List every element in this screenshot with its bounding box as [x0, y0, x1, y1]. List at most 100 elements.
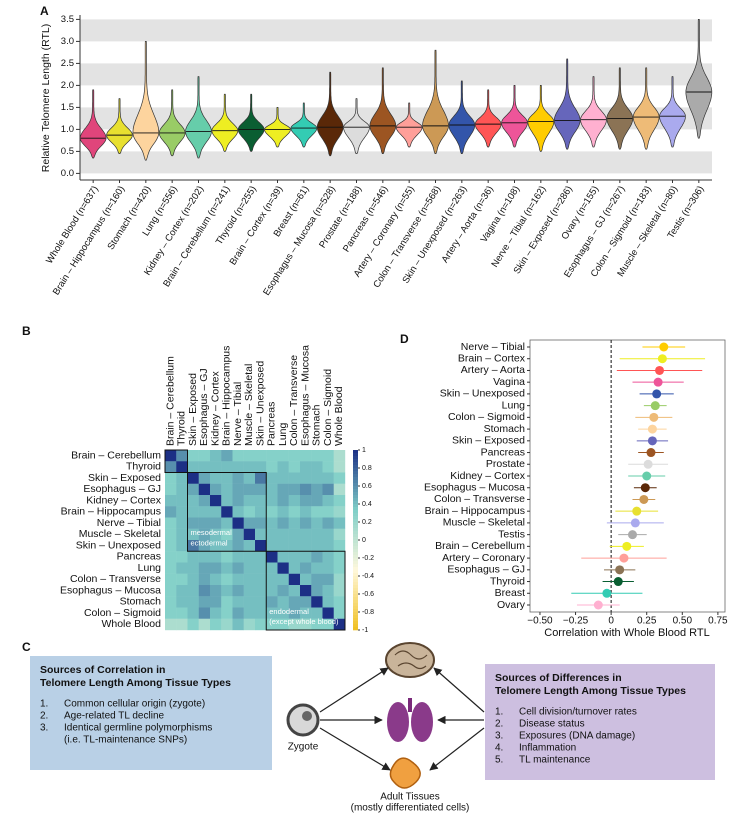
colorbar-step [353, 624, 358, 628]
y-tick-label: 1.0 [61, 124, 74, 135]
row-label: Skin – Exposed [88, 472, 161, 484]
heat-cell [288, 517, 301, 529]
heat-cell [288, 607, 301, 619]
item-number: 4. [495, 743, 503, 754]
violin [369, 67, 397, 154]
violin [448, 80, 476, 154]
point [640, 483, 650, 493]
heat-cell [232, 585, 244, 597]
heat-cell [311, 528, 323, 541]
heat-cell [165, 472, 177, 484]
heat-cell [288, 461, 301, 473]
heat-cell [266, 506, 278, 518]
heat-cell [333, 495, 346, 507]
y-tick-label: Colon – Transverse [434, 493, 525, 505]
heat-cell [187, 618, 199, 631]
heat-cell [333, 585, 346, 597]
colorbar-step [353, 567, 358, 571]
item-number: 3. [40, 723, 48, 734]
heat-cell [176, 618, 188, 631]
heat-cell [187, 450, 199, 462]
heat-cell [322, 450, 334, 462]
block-annotation: endodermal [269, 607, 309, 616]
heat-cell [165, 551, 177, 563]
violin [264, 107, 291, 148]
heat-cell [243, 562, 256, 574]
heat-cell [210, 517, 222, 529]
column-label: Nerve – Tibial [232, 382, 244, 446]
heat-cell [322, 551, 334, 563]
colorbar-step [353, 549, 358, 553]
y-tick-label: Esophagus – Mucosa [424, 482, 525, 494]
heat-cell [187, 528, 199, 541]
colorbar-step [353, 513, 358, 517]
violin [606, 67, 634, 150]
colorbar-step [353, 555, 358, 559]
heat-cell [311, 596, 323, 608]
violin [290, 102, 318, 148]
heat-cell [322, 585, 334, 597]
heat-cell [311, 472, 323, 484]
colorbar-step [353, 612, 358, 616]
lung-icon [411, 702, 433, 742]
heat-cell [232, 450, 244, 462]
heat-cell [187, 506, 199, 518]
block-outline [265, 550, 346, 631]
column-label: Pancreas [266, 402, 278, 446]
colorbar-step [353, 546, 358, 550]
colorbar-label: -0.6 [362, 591, 374, 598]
colorbar-step [353, 591, 358, 595]
heat-cell [176, 573, 188, 586]
heat-cell [165, 596, 177, 608]
colorbar-step [353, 504, 358, 508]
heat-cell [176, 483, 188, 496]
heat-cell [300, 585, 312, 597]
heat-cell [288, 585, 301, 597]
column-label: Brain – Cerebellum [164, 356, 176, 446]
heat-cell [210, 461, 222, 473]
row-label: Thyroid [126, 461, 161, 473]
heat-cell [322, 596, 334, 608]
heat-cell [176, 517, 188, 529]
point [613, 577, 623, 587]
heat-cell [243, 585, 256, 597]
item-number: 3. [495, 731, 503, 742]
heat-cell [300, 506, 312, 518]
colorbar-step [353, 468, 358, 472]
heat-cell [255, 562, 267, 574]
colorbar-step [353, 489, 358, 493]
column-label: Skin – Unexposed [254, 361, 266, 446]
y-tick-label: Ovary [497, 599, 526, 611]
heat-cell [277, 618, 289, 631]
colorbar-step [353, 501, 358, 505]
grid-band [80, 19, 712, 42]
heat-cell [288, 562, 301, 574]
heat-cell [311, 618, 323, 631]
heat-cell [288, 495, 301, 507]
arrow [429, 727, 485, 771]
colorbar-step [353, 486, 358, 490]
colorbar-step [353, 456, 358, 460]
colorbar-step [353, 492, 358, 496]
colorbar-step [353, 558, 358, 562]
box-title: Sources of Correlation in [40, 664, 165, 676]
heat-cell [266, 551, 278, 563]
heat-cell [221, 596, 233, 608]
colorbar-step [353, 462, 358, 466]
heat-cell [243, 450, 256, 462]
row-label: Esophagus – Mucosa [60, 584, 161, 596]
heat-cell [322, 495, 334, 507]
y-tick-label: Breast [495, 587, 525, 599]
heat-cell [243, 461, 256, 473]
heat-cell [243, 573, 256, 586]
heat-cell [311, 540, 323, 552]
heat-cell [176, 540, 188, 552]
x-axis-label: Correlation with Whole Blood RTL [544, 627, 709, 639]
y-tick-label: Vagina [493, 376, 525, 388]
colorbar-step [353, 570, 358, 574]
heat-cell [165, 585, 177, 597]
colorbar-step [353, 552, 358, 556]
colorbar-label: 0.2 [362, 519, 372, 526]
heat-cell [198, 573, 211, 586]
point [593, 600, 603, 610]
